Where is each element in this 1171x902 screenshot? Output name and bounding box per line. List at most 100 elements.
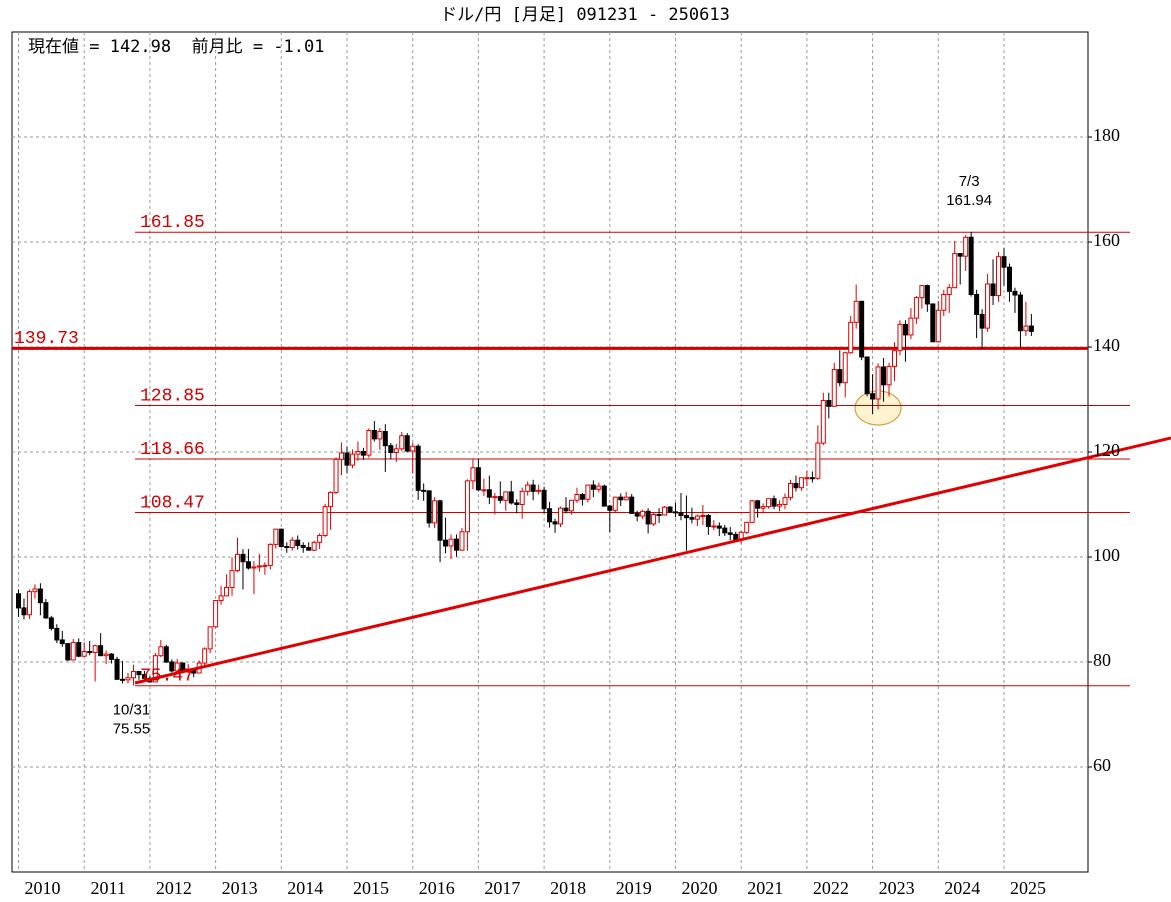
x-tick-label: 2022 bbox=[813, 878, 849, 898]
candle-body bbox=[300, 544, 306, 549]
y-tick-label: 140 bbox=[1093, 335, 1120, 355]
chart-title: ドル/円 [月足] 091231 - 250613 bbox=[440, 5, 730, 25]
candle-body bbox=[793, 483, 799, 489]
candle-body bbox=[766, 498, 772, 508]
candle-body bbox=[114, 658, 120, 680]
candle-body bbox=[656, 513, 662, 516]
candle-body bbox=[70, 642, 76, 661]
candle-body bbox=[393, 448, 399, 454]
candle-body bbox=[892, 350, 897, 367]
y-tick-label: 160 bbox=[1093, 230, 1120, 250]
candle-body bbox=[437, 500, 443, 541]
annotation-value: 161.94 bbox=[946, 192, 992, 209]
candle-body bbox=[820, 400, 826, 444]
candle-body bbox=[59, 639, 65, 645]
candle-body bbox=[804, 477, 810, 480]
candle-body bbox=[273, 528, 279, 545]
candle-body bbox=[952, 253, 958, 289]
candle-body bbox=[339, 452, 345, 460]
x-tick-label: 2012 bbox=[156, 878, 192, 898]
candle-body bbox=[1006, 266, 1012, 292]
candle-body bbox=[547, 508, 553, 523]
candle-body bbox=[432, 500, 438, 524]
candle-body bbox=[317, 534, 323, 543]
candle-body bbox=[486, 489, 492, 498]
y-tick-label: 80 bbox=[1093, 650, 1111, 670]
candle-body bbox=[267, 543, 273, 566]
candle-body bbox=[700, 515, 706, 518]
candle-body bbox=[1017, 294, 1023, 332]
candle-body bbox=[497, 496, 503, 501]
candle-body bbox=[388, 445, 394, 454]
candle-body bbox=[240, 553, 246, 563]
candle-body bbox=[328, 491, 334, 508]
candle-body bbox=[360, 450, 366, 456]
candle-body bbox=[727, 532, 733, 535]
x-tick-label: 2015 bbox=[353, 878, 389, 898]
candle-body bbox=[235, 553, 240, 572]
annotation-value: 75.55 bbox=[113, 720, 151, 737]
candle-body bbox=[541, 489, 547, 510]
candle-body bbox=[349, 453, 355, 466]
x-tick-label: 2025 bbox=[1010, 878, 1046, 898]
candle-body bbox=[37, 588, 43, 604]
labels: 60 80 100 120 140 160 180 2010 2011 2012 2013 2014 2… bbox=[14, 125, 1120, 898]
x-tick-label: 2010 bbox=[25, 878, 61, 898]
candle-body bbox=[1012, 290, 1018, 296]
level-label: 128.85 bbox=[140, 386, 205, 406]
candle-body bbox=[563, 507, 569, 512]
candle-body bbox=[251, 566, 257, 569]
candle-body bbox=[837, 369, 843, 384]
candle-body bbox=[864, 356, 870, 395]
candle-body bbox=[295, 539, 301, 546]
candle-body bbox=[996, 256, 1002, 297]
candle-body bbox=[54, 627, 60, 641]
candle-body bbox=[826, 400, 832, 407]
level-label: 161.85 bbox=[140, 213, 205, 233]
candle-body bbox=[881, 366, 887, 386]
candle-body bbox=[618, 496, 624, 501]
candle-body bbox=[919, 285, 925, 299]
candle-body bbox=[590, 484, 596, 490]
candle-body bbox=[32, 588, 38, 593]
candle-body bbox=[634, 512, 640, 517]
candle-body bbox=[924, 285, 930, 305]
candle-body bbox=[344, 452, 350, 466]
candle-body bbox=[601, 485, 607, 507]
candle-body bbox=[853, 300, 859, 323]
y-tick-label: 100 bbox=[1093, 545, 1120, 565]
candle-body bbox=[930, 303, 936, 343]
candle-body bbox=[607, 505, 613, 511]
candle-body bbox=[673, 511, 678, 514]
candle-body bbox=[694, 515, 700, 520]
candle-body bbox=[645, 510, 651, 525]
candle-body bbox=[26, 591, 32, 616]
candle-body bbox=[492, 496, 498, 499]
candle-body bbox=[596, 485, 602, 490]
candle-body bbox=[716, 525, 722, 529]
candle-body bbox=[941, 294, 947, 311]
candle-body bbox=[207, 626, 213, 650]
y-tick-label: 120 bbox=[1093, 440, 1120, 460]
candle-body bbox=[508, 491, 514, 504]
x-tick-label: 2024 bbox=[944, 878, 980, 898]
candle-body bbox=[612, 496, 618, 511]
candle-body bbox=[130, 670, 136, 679]
candle-body bbox=[426, 490, 432, 524]
candle-body bbox=[399, 435, 405, 450]
x-tick-label: 2023 bbox=[879, 878, 915, 898]
candle-body bbox=[109, 653, 115, 660]
x-tick-label: 2021 bbox=[747, 878, 783, 898]
candle-body bbox=[404, 435, 410, 452]
candle-body bbox=[1023, 325, 1029, 332]
candle-body bbox=[311, 541, 317, 551]
candle-body bbox=[809, 477, 815, 480]
x-tick-label: 2020 bbox=[682, 878, 718, 898]
candle-body bbox=[103, 653, 109, 657]
candle-body bbox=[152, 655, 158, 683]
candle-body bbox=[48, 617, 54, 629]
candle-body bbox=[831, 369, 837, 407]
candle-body bbox=[410, 445, 416, 452]
x-tick-label: 2013 bbox=[222, 878, 258, 898]
candle-body bbox=[120, 678, 126, 681]
